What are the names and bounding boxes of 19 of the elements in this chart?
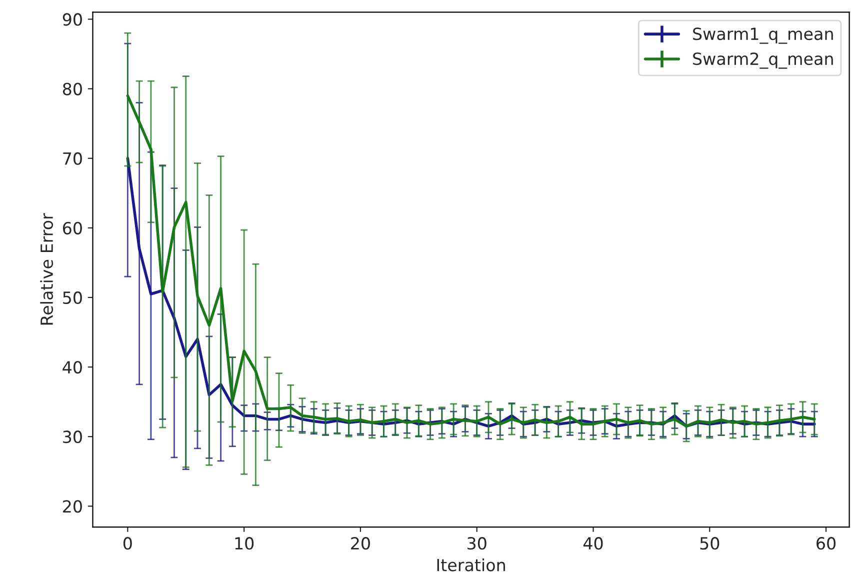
y-axis-title: Relative Error [40, 213, 54, 325]
x-tick-label: 60 [816, 537, 836, 550]
y-tick-label: 20 [63, 500, 82, 513]
x-tick-label: 0 [123, 537, 132, 550]
y-tick-label: 60 [62, 222, 82, 234]
x-axis-title: Iteration [437, 558, 505, 572]
y-tick-label: 40 [62, 360, 82, 374]
x-tick-label: 10 [235, 537, 254, 550]
x-tick-label: 20 [351, 537, 370, 550]
y-tick-label: 70 [63, 152, 82, 165]
y-tick-label: 90 [62, 13, 82, 26]
x-tick-label: 50 [700, 537, 720, 550]
x-tick-label: 40 [583, 537, 603, 550]
legend-label: Swarm1_q_mean [693, 28, 833, 44]
y-tick-label: 80 [62, 82, 82, 96]
x-tick-label: 30 [468, 537, 486, 550]
legend-label: Swarm2_q_mean [693, 52, 833, 69]
y-tick-label: 30 [63, 430, 82, 444]
y-tick-label: 50 [63, 291, 82, 304]
